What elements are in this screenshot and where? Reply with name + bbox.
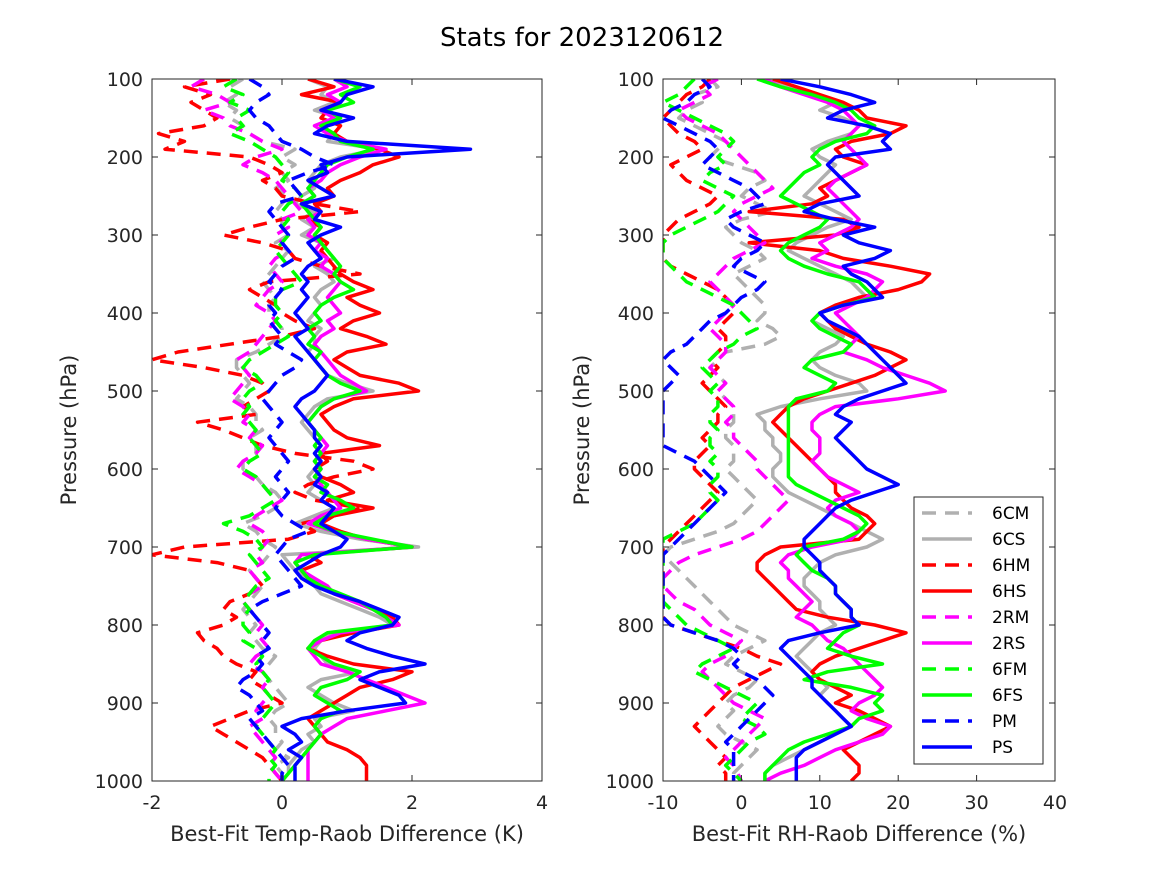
rh-y-tick-label: 200	[618, 147, 654, 169]
rh-y-tick-label: 1000	[606, 771, 654, 793]
legend-label-2rm: 2RM	[992, 608, 1029, 628]
rh-axes-box	[662, 78, 1056, 782]
rh-y-ticks: 100 200 300 400 500 600 700 800 900 1000	[606, 69, 1055, 793]
legend-label-6cs: 6CS	[992, 530, 1025, 550]
rh-x-tick-label: -10	[647, 792, 678, 814]
legend-label-6hm: 6HM	[992, 556, 1030, 576]
temp-y-tick-label: 700	[107, 537, 143, 559]
rh-series-6hm	[663, 79, 783, 781]
temp-y-tick-label: 600	[107, 459, 143, 481]
rh-series-6hs	[747, 79, 932, 781]
rh-y-tick-label: 600	[618, 459, 654, 481]
rh-series-6cs	[755, 79, 885, 781]
rh-series-6cm	[663, 79, 783, 781]
rh-x-axis-label: Best-Fit RH-Raob Difference (%)	[692, 822, 1026, 846]
temp-y-tick-label: 800	[107, 615, 143, 637]
rh-y-tick-label: 900	[618, 693, 654, 715]
legend-entries: 6CM 6CS 6HM 6HS 2RM 2RS 6FM 6FS PM PS	[922, 504, 1030, 758]
figure-title: Stats for 2023120612	[440, 23, 724, 53]
rh-y-axis-label: Pressure (hPa)	[570, 355, 594, 506]
rh-x-tick-label: 30	[965, 792, 989, 814]
rh-x-tick-label: 40	[1043, 792, 1067, 814]
rh-series-6fm	[663, 79, 767, 781]
temp-series-6fm	[221, 79, 304, 781]
temp-panel: -2 0 2 4 100 200 300 400 500 600 700 800 900 1000 Be…	[57, 69, 548, 846]
rh-series-2rs	[764, 79, 947, 781]
rh-x-tick-label: 10	[808, 792, 832, 814]
rh-x-tick-label: 0	[735, 792, 747, 814]
temp-series-pm	[234, 79, 336, 781]
rh-series-6fs	[756, 79, 885, 781]
legend-label-2rs: 2RS	[992, 634, 1025, 654]
legend-label-6cm: 6CM	[992, 504, 1029, 524]
rh-y-tick-label: 400	[618, 303, 654, 325]
temp-y-tick-label: 200	[107, 147, 143, 169]
rh-y-tick-label: 300	[618, 225, 654, 247]
legend-label-pm: PM	[992, 712, 1017, 732]
temp-y-tick-label: 400	[107, 303, 143, 325]
temp-x-tick-label: 2	[406, 792, 418, 814]
legend-label-6fm: 6FM	[992, 660, 1027, 680]
rh-series-lines	[663, 79, 947, 781]
temp-plot-area	[152, 79, 542, 781]
temp-series-ps	[280, 79, 473, 781]
legend-label-ps: PS	[992, 738, 1013, 758]
rh-y-tick-label: 700	[618, 537, 654, 559]
rh-y-tick-label: 100	[618, 69, 654, 91]
rh-y-tick-label: 800	[618, 615, 654, 637]
temp-x-tick-label: 4	[536, 792, 548, 814]
rh-x-ticks: -10 0 10 20 30 40	[647, 79, 1067, 814]
temp-y-tick-label: 900	[107, 693, 143, 715]
temp-x-ticks: -2 0 2 4	[143, 79, 548, 814]
temp-x-tick-label: -2	[143, 792, 162, 814]
rh-y-tick-label: 500	[618, 381, 654, 403]
temp-y-tick-label: 500	[107, 381, 143, 403]
temp-y-ticks: 100 200 300 400 500 600 700 800 900 1000	[95, 69, 542, 793]
temp-y-axis-label: Pressure (hPa)	[57, 355, 81, 506]
temp-x-axis-label: Best-Fit Temp-Raob Difference (K)	[170, 822, 524, 846]
temp-y-tick-label: 1000	[95, 771, 143, 793]
temp-series-6cm	[221, 79, 297, 781]
rh-series-ps	[778, 79, 908, 781]
legend: 6CM 6CS 6HM 6HS 2RM 2RS 6FM 6FS PM PS	[913, 496, 1044, 765]
legend-label-6hs: 6HS	[992, 582, 1026, 602]
temp-axes-box	[151, 78, 543, 782]
temp-series-lines	[152, 79, 473, 781]
temp-y-tick-label: 300	[107, 225, 143, 247]
rh-x-tick-label: 20	[886, 792, 910, 814]
legend-label-6fs: 6FS	[992, 686, 1023, 706]
temp-series-6hm	[152, 79, 375, 781]
temp-y-tick-label: 100	[107, 69, 143, 91]
rh-series-pm	[663, 79, 775, 781]
temp-x-tick-label: 0	[276, 792, 288, 814]
